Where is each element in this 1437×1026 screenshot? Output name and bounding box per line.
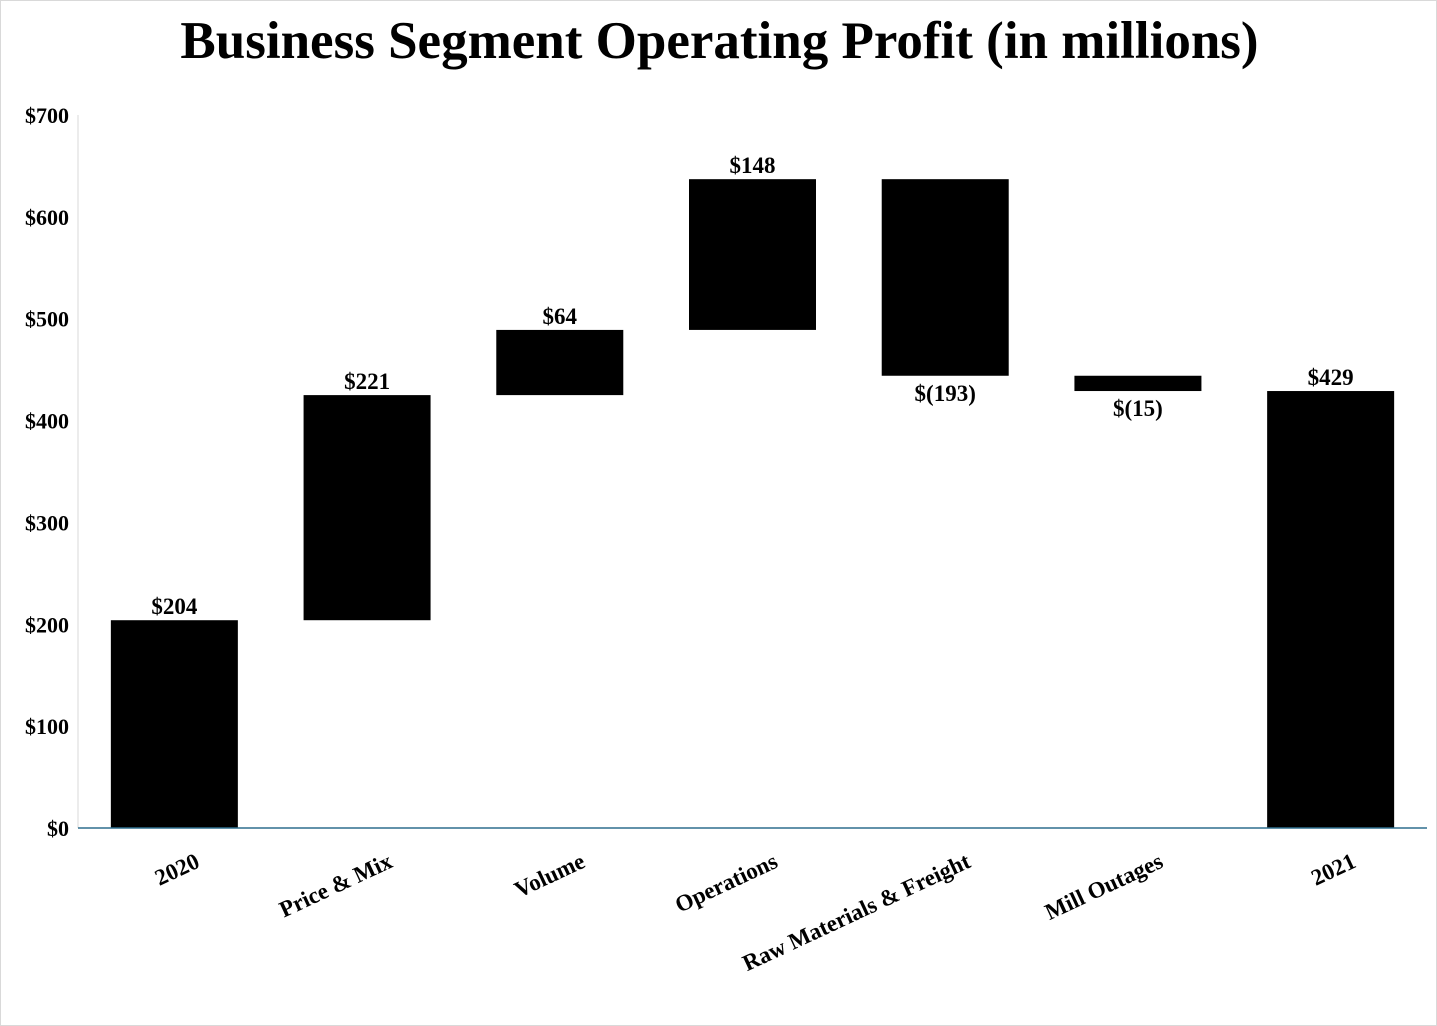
data-label: $429 <box>1308 365 1354 390</box>
bars <box>110 179 1395 828</box>
y-tick-label: $200 <box>25 612 69 637</box>
x-tick-label: Volume <box>511 848 589 902</box>
chart-title: Business Segment Operating Profit (in mi… <box>180 12 1259 70</box>
y-tick-label: $300 <box>25 510 69 535</box>
y-tick-label: $500 <box>25 307 69 332</box>
x-tick-label: 2020 <box>151 848 203 890</box>
y-tick-label: $400 <box>25 409 69 434</box>
x-tick-label: 2021 <box>1307 848 1359 890</box>
data-label: $148 <box>730 153 776 178</box>
data-label: $(193) <box>915 381 976 406</box>
y-tick-label: $700 <box>25 103 69 128</box>
x-tick-label: Mill Outages <box>1041 848 1167 924</box>
data-label: $(15) <box>1113 396 1163 421</box>
data-label: $221 <box>344 369 390 394</box>
data-labels: $204 $221 $64 $148 $(193) $(15) $429 <box>151 153 1353 619</box>
bar <box>496 329 624 396</box>
data-label: $64 <box>543 304 578 329</box>
bar <box>303 395 431 621</box>
bar <box>110 620 238 828</box>
bar <box>689 179 816 330</box>
data-label: $204 <box>151 594 198 619</box>
y-axis: $0 $100 $200 $300 $400 $500 $600 $700 <box>25 103 79 841</box>
bar <box>881 179 1009 376</box>
y-tick-label: $0 <box>47 816 69 841</box>
y-tick-label: $100 <box>25 714 69 739</box>
y-tick-label: $600 <box>25 205 69 230</box>
x-tick-label: Operations <box>671 848 781 917</box>
x-tick-label: Price & Mix <box>275 848 396 922</box>
bar <box>1267 391 1395 828</box>
bar <box>1074 375 1202 392</box>
